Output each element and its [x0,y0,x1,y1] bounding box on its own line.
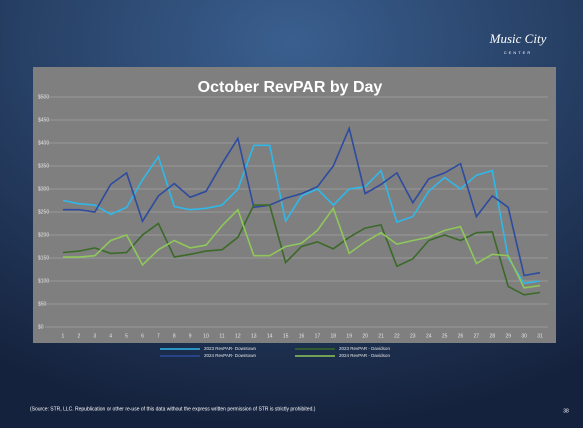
x-tick-label: 9 [189,333,192,339]
y-tick-label: $350 [38,163,49,169]
logo-sub: CENTER [504,50,532,55]
y-tick-label: $0 [38,324,44,330]
x-tick-label: 22 [394,333,400,339]
x-tick-label: 15 [283,333,289,339]
x-tick-label: 14 [267,333,273,339]
series-line [62,204,541,296]
x-tick-label: 23 [410,333,416,339]
x-tick-label: 31 [537,333,543,339]
legend-label: 2023 RevPAR - Davidson [339,346,390,351]
chart-area [33,67,556,343]
x-tick-label: 13 [251,333,257,339]
legend-label: 2024 RevPAR - Davidson [339,353,390,358]
y-tick-label: $500 [38,94,49,100]
x-tick-label: 5 [125,333,128,339]
x-tick-label: 8 [173,333,176,339]
chart-title: October RevPAR by Day [198,79,383,96]
x-tick-label: 29 [505,333,511,339]
y-tick-label: $150 [38,255,49,261]
y-tick-label: $450 [38,117,49,123]
series-line [63,125,541,277]
x-tick-label: 11 [219,333,224,339]
x-tick-label: 21 [378,333,384,339]
series-line [63,206,541,289]
x-tick-label: 1 [62,333,65,339]
x-tick-label: 18 [331,333,337,339]
x-tick-label: 10 [203,333,209,339]
y-tick-label: $50 [38,301,47,307]
x-tick-label: 4 [109,333,112,339]
series-line [62,144,541,285]
y-tick-label: $100 [38,278,49,284]
x-tick-label: 2 [77,333,80,339]
source-note: (Source: STR, LLC. Republication or othe… [30,406,316,412]
x-tick-label: 6 [141,333,144,339]
page-number: 38 [563,408,569,414]
legend-label: 2023 RevPAR- Downtown [204,346,256,351]
x-tick-label: 7 [157,333,160,339]
x-tick-label: 25 [442,333,448,339]
y-tick-label: $300 [38,186,49,192]
x-tick-label: 27 [474,333,480,339]
x-tick-label: 16 [299,333,305,339]
y-tick-label: $200 [38,232,49,238]
x-tick-label: 19 [346,333,352,339]
x-tick-label: 28 [490,333,496,339]
logo-name: Music City [489,31,547,46]
x-tick-label: 26 [458,333,464,339]
y-tick-label: $250 [38,209,49,215]
y-tick-label: $400 [38,140,49,146]
x-tick-label: 24 [426,333,432,339]
x-tick-label: 20 [362,333,368,339]
x-tick-label: 17 [315,333,321,339]
x-tick-label: 30 [521,333,527,339]
x-tick-label: 3 [93,333,96,339]
x-tick-label: 12 [235,333,241,339]
legend-label: 2024 RevPAR- Downtown [204,353,256,358]
